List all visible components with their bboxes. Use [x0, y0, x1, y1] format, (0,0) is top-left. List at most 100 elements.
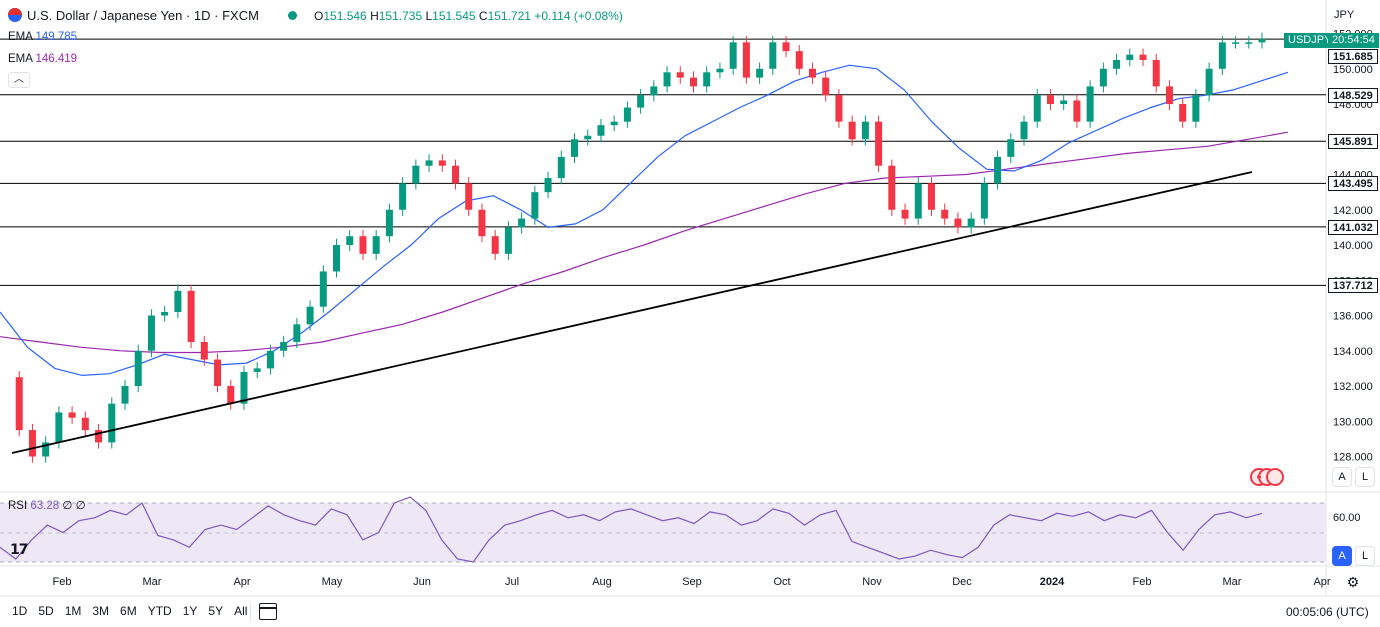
candle-body: [531, 192, 539, 219]
market-status-icon[interactable]: [288, 11, 297, 20]
toolbar-separator: [250, 602, 251, 622]
candle-body: [756, 68, 764, 78]
candle-body: [822, 77, 830, 96]
tradingview-logo-icon[interactable]: 17: [10, 542, 28, 558]
ema-slow-line[interactable]: [0, 131, 1289, 354]
candle-body: [452, 165, 460, 184]
x-tick-label: Dec: [952, 576, 972, 588]
candle-body: [95, 430, 103, 443]
rsi-label: RSI: [8, 500, 28, 512]
candle-body: [557, 156, 565, 179]
trendline[interactable]: [11, 171, 1253, 454]
timeframe-button[interactable]: 1D: [12, 604, 28, 618]
rsi-auto-button[interactable]: A: [1332, 546, 1352, 566]
ema-slow-legend[interactable]: EMA 146.419: [8, 53, 77, 65]
candle-body: [875, 121, 883, 166]
log-scale-button[interactable]: L: [1355, 467, 1375, 487]
timeframe-button[interactable]: All: [234, 604, 248, 618]
candle-body: [637, 95, 645, 108]
candle-body: [1086, 86, 1094, 122]
rsi-log-button[interactable]: L: [1355, 546, 1375, 566]
timeframe-button[interactable]: 3M: [92, 604, 110, 618]
candle-body: [1007, 139, 1015, 157]
gear-icon[interactable]: ⚙: [1346, 574, 1360, 590]
y-tick-label: 132.000: [1333, 381, 1373, 393]
auto-scale-button[interactable]: A: [1332, 467, 1352, 487]
rsi-value: 63.28: [30, 500, 60, 512]
candle-body: [359, 236, 367, 254]
y-tick-label: 134.000: [1333, 346, 1373, 358]
candle-body: [319, 271, 327, 307]
candle-body: [1033, 95, 1041, 122]
candle-body: [187, 290, 195, 342]
timeframe-bar: 1D 5D 1M 3M 6M YTD 1Y 5Y All: [12, 604, 258, 622]
candle-body: [1258, 38, 1266, 43]
y-tick-label: 136.000: [1333, 311, 1373, 323]
candle-body: [266, 350, 274, 369]
candle-body: [385, 209, 393, 237]
candle-body: [1099, 68, 1107, 87]
replay-icon[interactable]: [1250, 468, 1284, 486]
candle-body: [478, 209, 486, 237]
candle-body: [769, 42, 777, 69]
x-tick-label: Sep: [682, 576, 702, 588]
y-tick-label: 128.000: [1333, 452, 1373, 464]
rsi-legend[interactable]: RSI 63.28 ∅ ∅: [8, 498, 86, 512]
close-label: C: [478, 9, 488, 23]
candle-body: [954, 218, 962, 228]
utc-clock[interactable]: 00:05:06 (UTC): [1286, 605, 1369, 619]
candle-body: [623, 107, 631, 122]
open-label: O: [314, 9, 324, 23]
price-level-badge: 145.891: [1328, 134, 1378, 150]
low-value: 151.545: [432, 9, 476, 23]
candle-body: [795, 51, 803, 69]
candle-body: [1165, 86, 1173, 105]
candle-body: [134, 350, 142, 387]
ema-fast-legend[interactable]: EMA 149.785: [8, 31, 77, 43]
ohlc-readout: O151.546 H151.735 L151.545 C151.721 +0.1…: [314, 9, 623, 23]
candle-body: [861, 121, 869, 140]
candle-body: [1245, 42, 1253, 44]
currency-label[interactable]: JPY: [1334, 9, 1355, 21]
x-tick-label: Mar: [1223, 576, 1242, 588]
candle-body: [994, 156, 1002, 184]
rsi-extra-1: ∅: [62, 500, 73, 512]
ema-slow-label: EMA: [8, 53, 33, 65]
calendar-icon[interactable]: [259, 603, 277, 620]
close-value: 151.721: [487, 9, 531, 23]
x-tick-label: Mar: [143, 576, 162, 588]
candle-body: [214, 359, 222, 387]
candle-body: [200, 341, 208, 360]
timeframe-button[interactable]: 1Y: [182, 604, 198, 618]
price-level-badge: 143.495: [1328, 176, 1378, 192]
candle-body: [306, 306, 314, 325]
chevron-up-icon[interactable]: ︿: [8, 72, 30, 88]
price-level-badge-0: 151.685: [1328, 49, 1378, 64]
candle-body: [253, 368, 261, 372]
change-value: +0.114 (+0.08%): [534, 9, 623, 23]
y-tick-label: 130.000: [1333, 416, 1373, 428]
candle-body: [504, 227, 512, 254]
timeframe-button[interactable]: 5Y: [208, 604, 224, 618]
timeframe-button[interactable]: YTD: [147, 604, 172, 618]
candle-body: [1218, 42, 1226, 69]
ema-fast-label: EMA: [8, 31, 33, 43]
candle-body: [491, 236, 499, 254]
candle-body: [81, 417, 89, 431]
y-tick-label: 142.000: [1333, 205, 1373, 217]
candle-body: [610, 121, 618, 126]
timeframe-button[interactable]: 5D: [38, 604, 54, 618]
rsi-axis-label: 60.00: [1333, 512, 1361, 524]
candle-body: [914, 183, 922, 219]
candle-body: [888, 165, 896, 210]
timeframe-button[interactable]: 6M: [120, 604, 137, 618]
x-tick-label: Jul: [505, 576, 519, 588]
symbol-title[interactable]: U.S. Dollar / Japanese Yen · 1D · FXCM: [27, 8, 259, 23]
timeframe-button[interactable]: 1M: [64, 604, 82, 618]
candle-body: [372, 236, 380, 254]
rsi-line[interactable]: [0, 496, 1263, 563]
x-tick-label: 2024: [1040, 576, 1065, 588]
candle-body: [1113, 59, 1121, 69]
x-tick-label: Apr: [233, 576, 250, 588]
